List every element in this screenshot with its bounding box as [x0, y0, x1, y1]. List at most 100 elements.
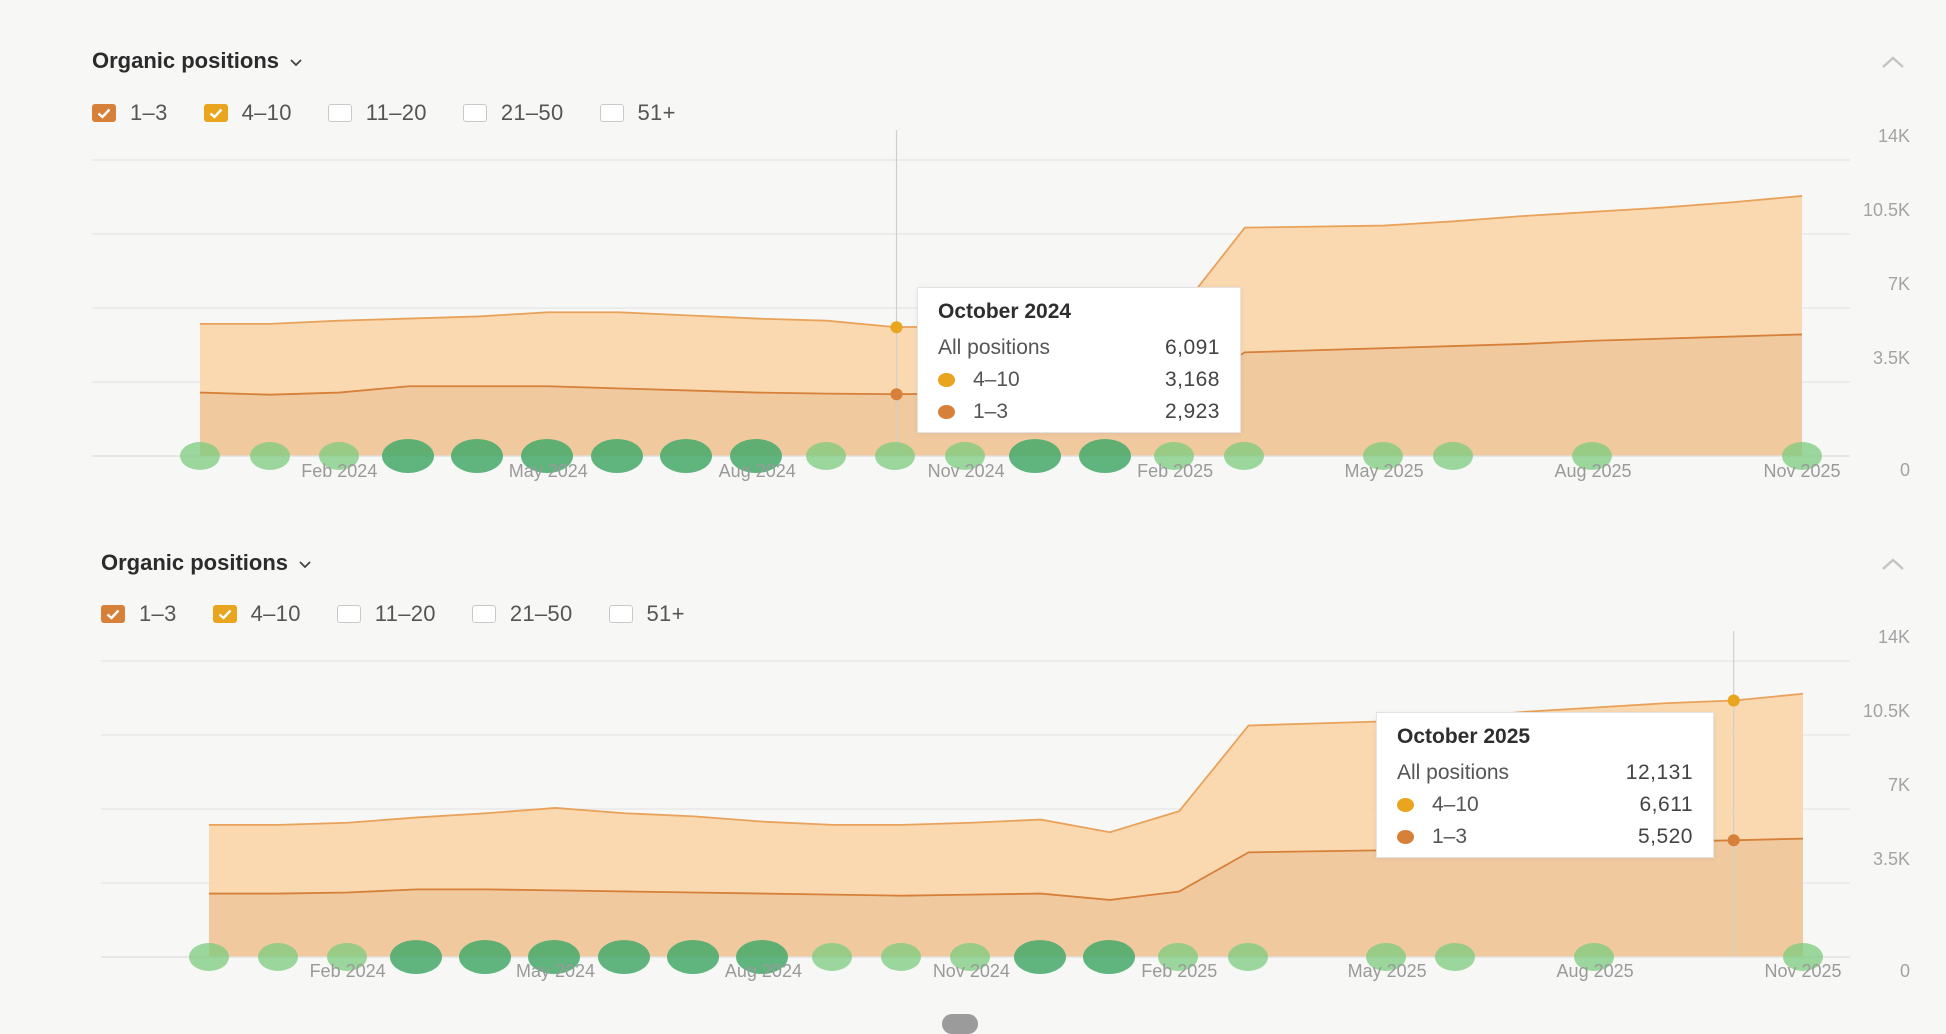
x-tick-label: May 2024	[509, 461, 588, 481]
legend-dot-1-3	[1397, 830, 1414, 844]
checkbox[interactable]	[599, 104, 624, 122]
tooltip-value: 5,520	[1637, 825, 1693, 848]
event-marker	[1014, 940, 1066, 974]
filter-21-50[interactable]: 21–50	[462, 100, 564, 126]
event-marker	[390, 940, 442, 974]
event-marker	[189, 943, 229, 971]
checkbox-checked[interactable]	[92, 104, 116, 122]
organic-positions-panel-2: Organic positions 1–3 4–10 11–20 21–50 5…	[0, 0, 1946, 981]
event-marker	[591, 439, 643, 473]
x-tick-label: Nov 2024	[933, 961, 1010, 981]
chevron-up-icon[interactable]	[1876, 550, 1910, 578]
position-filters: 1–3 4–10 11–20 21–50 51+	[92, 100, 712, 126]
event-marker	[319, 442, 359, 470]
y-tick-label: 7K	[1888, 274, 1910, 294]
filter-label: 21–50	[509, 601, 573, 626]
chevron-down-icon	[298, 556, 312, 572]
filter-1-3[interactable]: 1–3	[101, 601, 177, 627]
event-marker	[250, 442, 290, 470]
y-tick-label: 0	[1900, 460, 1910, 480]
event-marker	[258, 943, 298, 971]
panel-title: Organic positions	[101, 550, 289, 575]
event-marker	[1782, 442, 1822, 470]
tooltip-title: October 2024	[938, 300, 1072, 323]
filter-label: 21–50	[500, 100, 564, 125]
x-tick-label: Nov 2024	[928, 461, 1005, 481]
event-marker	[1574, 943, 1614, 971]
event-marker	[660, 439, 712, 473]
checkbox[interactable]	[608, 605, 633, 623]
legend-dot-1-3	[938, 405, 955, 419]
y-tick-label: 10.5K	[1863, 200, 1910, 220]
tooltip-value: 6,611	[1639, 793, 1693, 816]
event-marker	[1783, 943, 1823, 971]
chevron-down-icon	[289, 54, 303, 70]
checkbox-checked[interactable]	[101, 605, 125, 623]
tooltip-label: 4–10	[1432, 793, 1479, 816]
event-marker	[1366, 943, 1406, 971]
filter-21-50[interactable]: 21–50	[471, 601, 573, 627]
tooltip-value: 3,168	[1164, 368, 1220, 391]
checkbox[interactable]	[462, 104, 487, 122]
legend-dot-4-10	[938, 373, 955, 387]
checkbox-checked[interactable]	[212, 605, 237, 623]
tooltip-label: 4–10	[973, 368, 1020, 391]
x-tick-label: Aug 2025	[1555, 461, 1632, 481]
chart-tooltip: October 2024 All positions 6,091 4–10 3,…	[917, 287, 1241, 433]
event-marker	[1228, 943, 1268, 971]
panel-title-row[interactable]: Organic positions	[92, 48, 303, 74]
x-tick-label: May 2025	[1348, 961, 1427, 981]
filter-label: 1–3	[139, 601, 177, 626]
line-4-10	[209, 692, 1804, 834]
event-marker	[1572, 442, 1612, 470]
event-marker	[1224, 442, 1264, 470]
event-marker	[875, 442, 915, 470]
y-tick-label: 10.5K	[1863, 701, 1910, 721]
checkbox-checked[interactable]	[203, 104, 228, 122]
event-marker	[736, 940, 788, 974]
checkbox[interactable]	[471, 605, 496, 623]
event-marker	[1363, 442, 1403, 470]
event-marker	[667, 940, 719, 974]
tooltip-row-4-10: 4–10 6,611	[1397, 789, 1693, 821]
filter-51-plus[interactable]: 51+	[608, 601, 685, 627]
panel-title-row[interactable]: Organic positions	[101, 550, 312, 576]
x-tick-label: May 2025	[1345, 461, 1424, 481]
y-tick-label: 7K	[1888, 775, 1910, 795]
checkbox[interactable]	[327, 104, 352, 122]
checkbox[interactable]	[336, 605, 361, 623]
tooltip-label: All positions	[938, 336, 1051, 359]
filter-label: 51+	[637, 100, 676, 125]
y-tick-label: 3.5K	[1873, 348, 1910, 368]
event-marker	[950, 943, 990, 971]
scroll-handle[interactable]	[942, 1014, 978, 1034]
event-marker	[730, 439, 782, 473]
filter-label: 4–10	[241, 100, 292, 125]
filter-4-10[interactable]: 4–10	[203, 100, 292, 126]
y-tick-label: 14K	[1878, 627, 1910, 647]
filter-4-10[interactable]: 4–10	[212, 601, 301, 627]
filter-label: 11–20	[365, 100, 427, 125]
event-marker	[598, 940, 650, 974]
event-marker	[521, 439, 573, 473]
filter-11-20[interactable]: 11–20	[336, 601, 436, 627]
filter-1-3[interactable]: 1–3	[92, 100, 168, 126]
event-marker	[945, 442, 985, 470]
x-tick-label: Feb 2025	[1137, 461, 1213, 481]
tooltip-title: October 2025	[1397, 725, 1531, 748]
tooltip-row-1-3: 1–3 2,923	[938, 396, 1220, 428]
filter-label: 51+	[646, 601, 685, 626]
filter-label: 4–10	[250, 601, 301, 626]
tooltip-row-4-10: 4–10 3,168	[938, 364, 1220, 396]
x-tick-label: Nov 2025	[1763, 461, 1840, 481]
event-marker	[1433, 442, 1473, 470]
area-1-3	[209, 838, 1803, 957]
filter-51-plus[interactable]: 51+	[599, 100, 676, 126]
legend-dot-4-10	[1397, 798, 1414, 812]
chevron-up-icon[interactable]	[1876, 48, 1910, 76]
chart-tooltip: October 2025 All positions 12,131 4–10 6…	[1376, 712, 1714, 858]
event-marker	[327, 943, 367, 971]
event-marker	[180, 442, 220, 470]
filter-11-20[interactable]: 11–20	[327, 100, 427, 126]
